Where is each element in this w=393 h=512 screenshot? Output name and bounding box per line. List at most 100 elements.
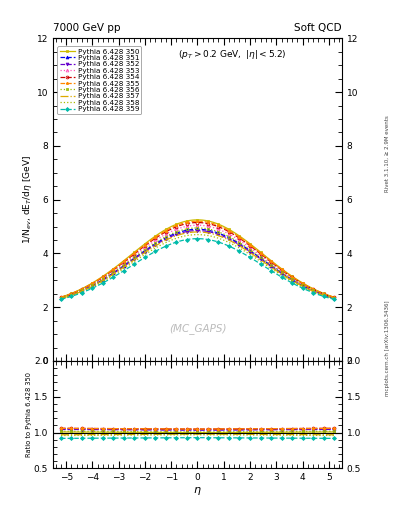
Text: (MC_GAPS): (MC_GAPS)	[169, 323, 226, 334]
Pythia 6.428 354	[59, 294, 63, 301]
X-axis label: $\eta$: $\eta$	[193, 485, 202, 497]
Pythia 6.428 357	[59, 295, 63, 302]
Pythia 6.428 357	[329, 295, 334, 301]
Text: Soft QCD: Soft QCD	[294, 23, 342, 33]
Pythia 6.428 357	[95, 281, 100, 287]
Line: Pythia 6.428 350: Pythia 6.428 350	[60, 219, 335, 298]
Pythia 6.428 359	[95, 283, 100, 289]
Line: Pythia 6.428 357: Pythia 6.428 357	[61, 232, 334, 298]
Pythia 6.428 354	[177, 223, 182, 229]
Pythia 6.428 356	[329, 294, 334, 301]
Pythia 6.428 353	[329, 294, 334, 300]
Pythia 6.428 352	[329, 294, 334, 301]
Pythia 6.428 350	[177, 220, 182, 226]
Pythia 6.428 351	[95, 280, 100, 286]
Pythia 6.428 359	[195, 236, 200, 242]
Pythia 6.428 354	[258, 251, 263, 257]
Pythia 6.428 351	[329, 294, 334, 301]
Pythia 6.428 358	[95, 281, 100, 287]
Pythia 6.428 357	[332, 295, 336, 302]
Pythia 6.428 357	[177, 232, 182, 238]
Pythia 6.428 352	[195, 227, 200, 233]
Pythia 6.428 352	[177, 230, 182, 237]
Pythia 6.428 350	[332, 294, 336, 300]
Pythia 6.428 350	[61, 293, 66, 300]
Pythia 6.428 354	[95, 278, 100, 284]
Line: Pythia 6.428 359: Pythia 6.428 359	[60, 237, 335, 301]
Pythia 6.428 355	[95, 277, 100, 283]
Pythia 6.428 350	[195, 217, 200, 223]
Pythia 6.428 352	[61, 294, 66, 301]
Pythia 6.428 356	[61, 294, 66, 301]
Pythia 6.428 350	[329, 293, 334, 300]
Pythia 6.428 353	[177, 225, 182, 231]
Pythia 6.428 353	[61, 294, 66, 300]
Text: Rivet 3.1.10, ≥ 2.9M events: Rivet 3.1.10, ≥ 2.9M events	[385, 115, 390, 192]
Pythia 6.428 352	[95, 280, 100, 286]
Pythia 6.428 352	[261, 258, 266, 264]
Line: Pythia 6.428 355: Pythia 6.428 355	[60, 220, 335, 298]
Pythia 6.428 358	[195, 231, 200, 238]
Pythia 6.428 356	[258, 254, 263, 260]
Pythia 6.428 350	[59, 294, 63, 300]
Legend: Pythia 6.428 350, Pythia 6.428 351, Pythia 6.428 352, Pythia 6.428 353, Pythia 6: Pythia 6.428 350, Pythia 6.428 351, Pyth…	[57, 46, 141, 115]
Pythia 6.428 351	[261, 257, 266, 263]
Pythia 6.428 359	[258, 261, 263, 267]
Pythia 6.428 353	[95, 279, 100, 285]
Pythia 6.428 351	[61, 294, 66, 301]
Pythia 6.428 355	[59, 294, 63, 301]
Pythia 6.428 357	[261, 259, 266, 265]
Pythia 6.428 353	[59, 295, 63, 301]
Pythia 6.428 350	[258, 249, 263, 255]
Y-axis label: Ratio to Pythia 6.428 350: Ratio to Pythia 6.428 350	[26, 372, 33, 457]
Text: 7000 GeV pp: 7000 GeV pp	[53, 23, 121, 33]
Line: Pythia 6.428 354: Pythia 6.428 354	[60, 221, 335, 299]
Pythia 6.428 351	[59, 295, 63, 301]
Pythia 6.428 358	[258, 259, 263, 265]
Pythia 6.428 352	[258, 256, 263, 262]
Pythia 6.428 355	[258, 250, 263, 256]
Pythia 6.428 355	[329, 293, 334, 300]
Pythia 6.428 354	[329, 293, 334, 300]
Pythia 6.428 353	[332, 295, 336, 301]
Line: Pythia 6.428 356: Pythia 6.428 356	[60, 226, 335, 300]
Pythia 6.428 359	[177, 238, 182, 244]
Text: $(p_T > 0.2\ \mathrm{GeV},\ |\eta| < 5.2)$: $(p_T > 0.2\ \mathrm{GeV},\ |\eta| < 5.2…	[178, 48, 286, 61]
Pythia 6.428 357	[195, 229, 200, 235]
Pythia 6.428 351	[258, 255, 263, 261]
Pythia 6.428 353	[195, 222, 200, 228]
Y-axis label: 1/N$_{ev}$, dE$_T$/d$\eta$ [GeV]: 1/N$_{ev}$, dE$_T$/d$\eta$ [GeV]	[21, 155, 34, 244]
Pythia 6.428 357	[258, 257, 263, 263]
Pythia 6.428 351	[177, 229, 182, 236]
Line: Pythia 6.428 351: Pythia 6.428 351	[60, 228, 335, 300]
Pythia 6.428 354	[61, 293, 66, 300]
Pythia 6.428 353	[261, 254, 266, 261]
Pythia 6.428 353	[258, 252, 263, 259]
Pythia 6.428 359	[61, 295, 66, 302]
Pythia 6.428 359	[59, 296, 63, 303]
Pythia 6.428 352	[332, 295, 336, 302]
Pythia 6.428 350	[95, 276, 100, 283]
Pythia 6.428 350	[261, 251, 266, 258]
Pythia 6.428 355	[261, 252, 266, 258]
Pythia 6.428 358	[261, 260, 266, 266]
Pythia 6.428 358	[177, 234, 182, 241]
Pythia 6.428 356	[59, 295, 63, 301]
Line: Pythia 6.428 358: Pythia 6.428 358	[61, 234, 334, 299]
Pythia 6.428 356	[195, 225, 200, 231]
Pythia 6.428 355	[195, 218, 200, 224]
Pythia 6.428 359	[261, 263, 266, 269]
Pythia 6.428 351	[332, 295, 336, 301]
Pythia 6.428 358	[59, 296, 63, 302]
Pythia 6.428 355	[177, 221, 182, 227]
Pythia 6.428 352	[59, 295, 63, 302]
Pythia 6.428 355	[61, 293, 66, 300]
Pythia 6.428 358	[329, 295, 334, 301]
Pythia 6.428 354	[195, 220, 200, 226]
Pythia 6.428 359	[329, 295, 334, 302]
Pythia 6.428 356	[332, 295, 336, 301]
Pythia 6.428 356	[95, 279, 100, 285]
Pythia 6.428 351	[195, 226, 200, 232]
Pythia 6.428 359	[332, 296, 336, 303]
Pythia 6.428 355	[332, 294, 336, 301]
